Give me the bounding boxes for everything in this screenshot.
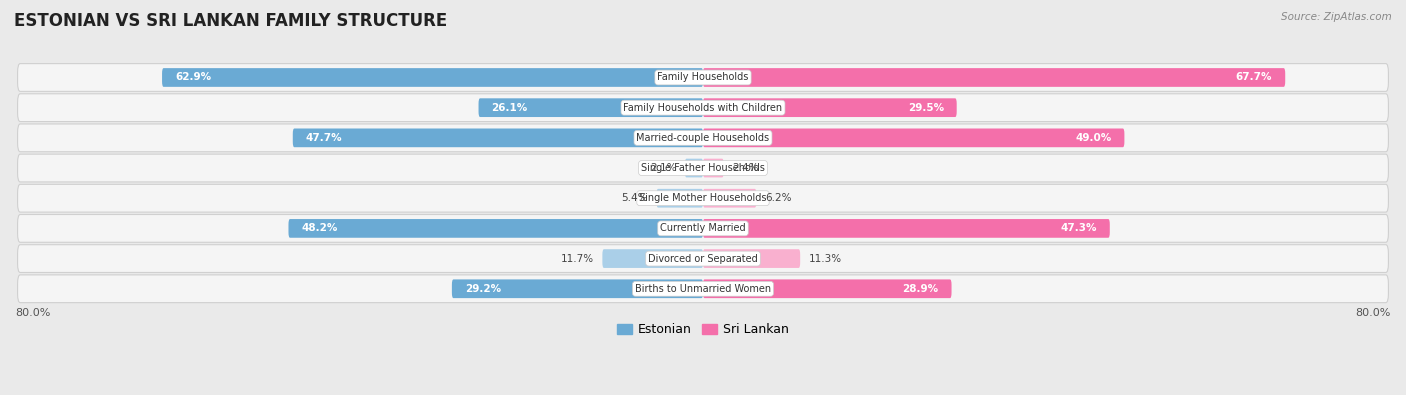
- FancyBboxPatch shape: [703, 279, 952, 298]
- Text: 62.9%: 62.9%: [174, 73, 211, 83]
- FancyBboxPatch shape: [703, 219, 1109, 238]
- Text: Single Mother Households: Single Mother Households: [640, 193, 766, 203]
- FancyBboxPatch shape: [602, 249, 703, 268]
- FancyBboxPatch shape: [685, 159, 703, 177]
- Text: 5.4%: 5.4%: [621, 193, 648, 203]
- FancyBboxPatch shape: [703, 249, 800, 268]
- Text: Source: ZipAtlas.com: Source: ZipAtlas.com: [1281, 12, 1392, 22]
- Text: Births to Unmarried Women: Births to Unmarried Women: [636, 284, 770, 294]
- Text: 6.2%: 6.2%: [765, 193, 792, 203]
- Text: 2.1%: 2.1%: [650, 163, 676, 173]
- Text: 80.0%: 80.0%: [1355, 308, 1391, 318]
- Text: 26.1%: 26.1%: [492, 103, 527, 113]
- FancyBboxPatch shape: [18, 124, 1388, 152]
- FancyBboxPatch shape: [18, 94, 1388, 122]
- Text: 47.3%: 47.3%: [1060, 224, 1097, 233]
- FancyBboxPatch shape: [18, 214, 1388, 242]
- Text: 67.7%: 67.7%: [1236, 73, 1272, 83]
- Text: 48.2%: 48.2%: [301, 224, 337, 233]
- FancyBboxPatch shape: [18, 245, 1388, 273]
- FancyBboxPatch shape: [18, 64, 1388, 91]
- Text: Currently Married: Currently Married: [661, 224, 745, 233]
- FancyBboxPatch shape: [292, 128, 703, 147]
- FancyBboxPatch shape: [18, 154, 1388, 182]
- Text: Family Households with Children: Family Households with Children: [623, 103, 783, 113]
- FancyBboxPatch shape: [657, 189, 703, 208]
- FancyBboxPatch shape: [703, 189, 756, 208]
- Text: ESTONIAN VS SRI LANKAN FAMILY STRUCTURE: ESTONIAN VS SRI LANKAN FAMILY STRUCTURE: [14, 12, 447, 30]
- Text: Family Households: Family Households: [658, 73, 748, 83]
- FancyBboxPatch shape: [288, 219, 703, 238]
- FancyBboxPatch shape: [703, 68, 1285, 87]
- Text: 2.4%: 2.4%: [733, 163, 759, 173]
- Text: 49.0%: 49.0%: [1076, 133, 1112, 143]
- Text: Single Father Households: Single Father Households: [641, 163, 765, 173]
- Text: 11.3%: 11.3%: [808, 254, 842, 263]
- FancyBboxPatch shape: [703, 98, 956, 117]
- FancyBboxPatch shape: [18, 275, 1388, 303]
- FancyBboxPatch shape: [703, 159, 724, 177]
- Text: 29.5%: 29.5%: [908, 103, 943, 113]
- Text: 11.7%: 11.7%: [561, 254, 593, 263]
- Text: 80.0%: 80.0%: [15, 308, 51, 318]
- FancyBboxPatch shape: [18, 184, 1388, 212]
- Text: 29.2%: 29.2%: [465, 284, 501, 294]
- Text: Divorced or Separated: Divorced or Separated: [648, 254, 758, 263]
- Text: Married-couple Households: Married-couple Households: [637, 133, 769, 143]
- FancyBboxPatch shape: [451, 279, 703, 298]
- Text: 47.7%: 47.7%: [305, 133, 342, 143]
- Text: 28.9%: 28.9%: [903, 284, 939, 294]
- Legend: Estonian, Sri Lankan: Estonian, Sri Lankan: [612, 318, 794, 341]
- FancyBboxPatch shape: [703, 128, 1125, 147]
- FancyBboxPatch shape: [478, 98, 703, 117]
- FancyBboxPatch shape: [162, 68, 703, 87]
